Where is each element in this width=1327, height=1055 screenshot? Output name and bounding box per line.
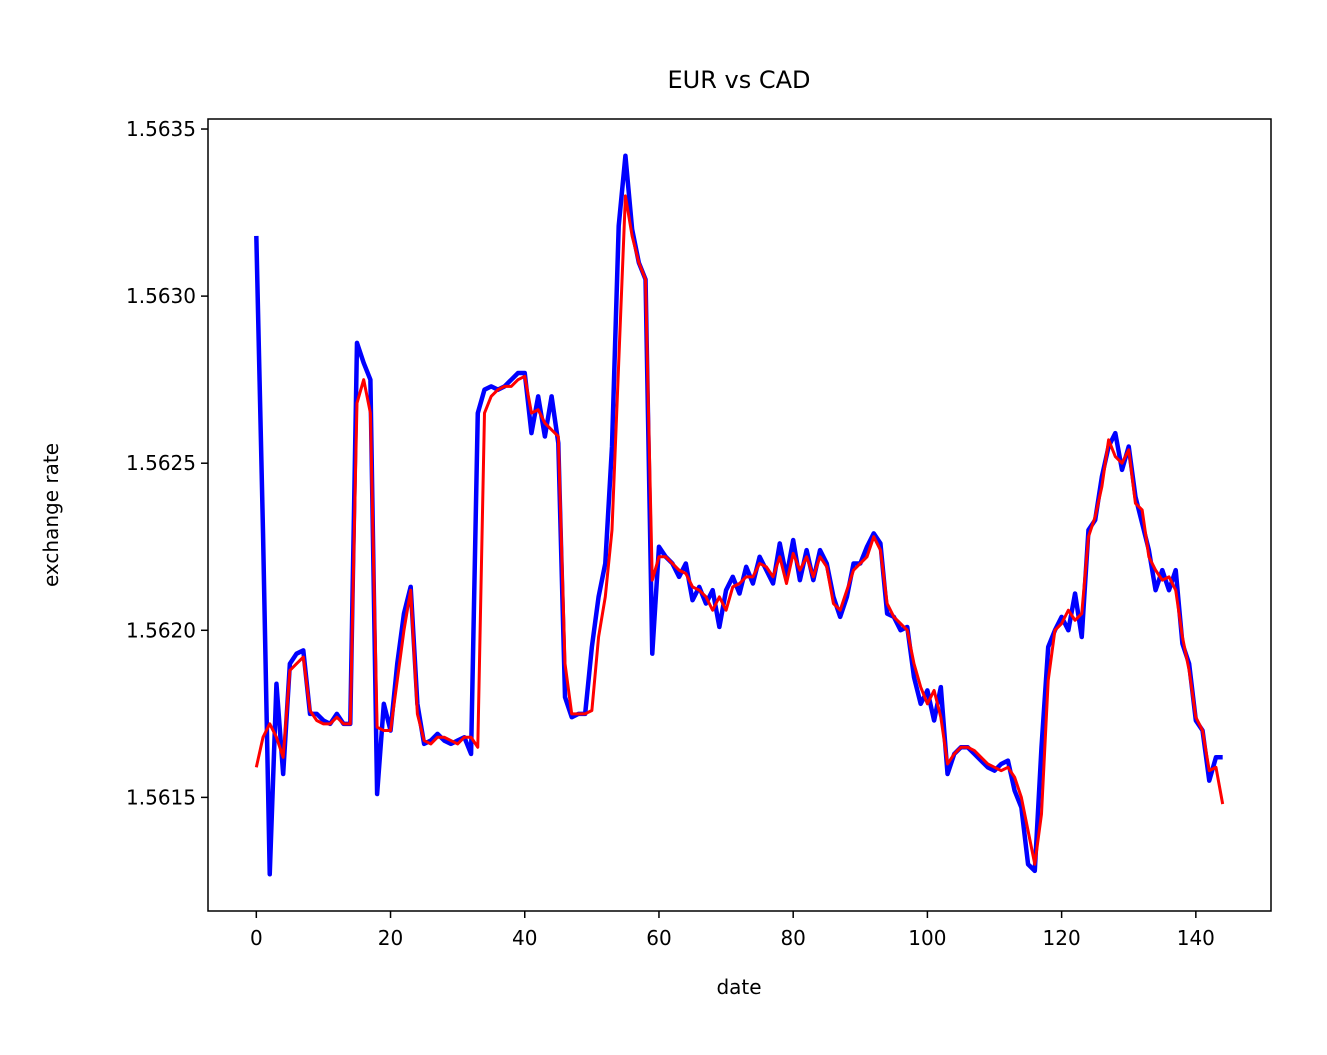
line-series — [254, 153, 1223, 877]
x-tick-label: 60 — [646, 926, 671, 950]
chart-title: EUR vs CAD — [667, 66, 810, 94]
y-tick-label: 1.5635 — [126, 117, 196, 141]
line-series — [254, 194, 1225, 866]
x-tick-label: 140 — [1177, 926, 1215, 950]
x-tick-label: 40 — [512, 926, 537, 950]
y-tick-label: 1.5625 — [126, 451, 196, 475]
y-tick-label: 1.5620 — [126, 618, 196, 642]
x-tick-label: 100 — [908, 926, 946, 950]
x-tick-label: 80 — [780, 926, 805, 950]
x-tick-label: 120 — [1043, 926, 1081, 950]
y-tick-label: 1.5615 — [126, 785, 196, 809]
axes-frame — [207, 118, 1272, 912]
y-axis-label: exchange rate — [39, 443, 63, 587]
x-tick-label: 20 — [378, 926, 403, 950]
x-tick-label: 0 — [250, 926, 263, 950]
y-tick-label: 1.5630 — [126, 284, 196, 308]
plot-area — [254, 153, 1225, 877]
x-axis-label: date — [716, 975, 761, 999]
